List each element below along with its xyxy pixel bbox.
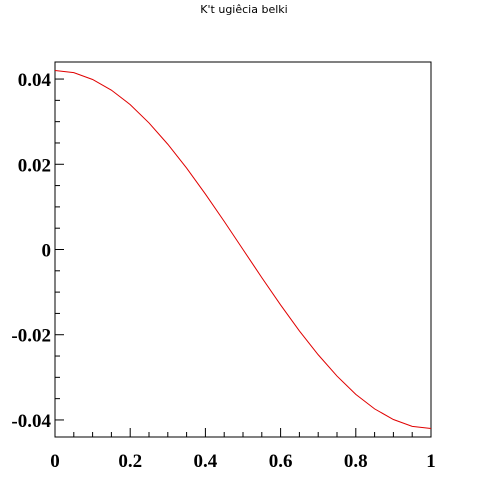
y-axis-ticks — [55, 78, 64, 421]
x-axis-tick-labels: 0 0.2 0.4 0.6 0.8 1 — [50, 451, 436, 472]
x-tick-label: 0 — [50, 451, 60, 472]
x-tick-label: 0.6 — [269, 451, 293, 472]
series-layer — [54, 70, 432, 429]
y-tick-label: 0.04 — [18, 70, 52, 91]
chart-title: K't ugiêcia belki — [200, 3, 287, 16]
x-tick-label: 0.2 — [118, 451, 142, 472]
x-tick-label: 0.8 — [344, 451, 368, 472]
y-tick-label: -0.02 — [11, 326, 51, 347]
y-tick-label: -0.04 — [11, 411, 51, 432]
y-tick-label: 0 — [42, 241, 52, 262]
y-tick-label: 0.02 — [18, 155, 51, 176]
x-tick-label: 0.4 — [194, 451, 218, 472]
x-axis-ticks — [54, 428, 432, 437]
y-axis-tick-labels: -0.04 -0.02 0 0.02 0.04 — [11, 70, 51, 432]
series-line-1 — [54, 70, 432, 429]
x-tick-label: 1 — [426, 451, 436, 472]
